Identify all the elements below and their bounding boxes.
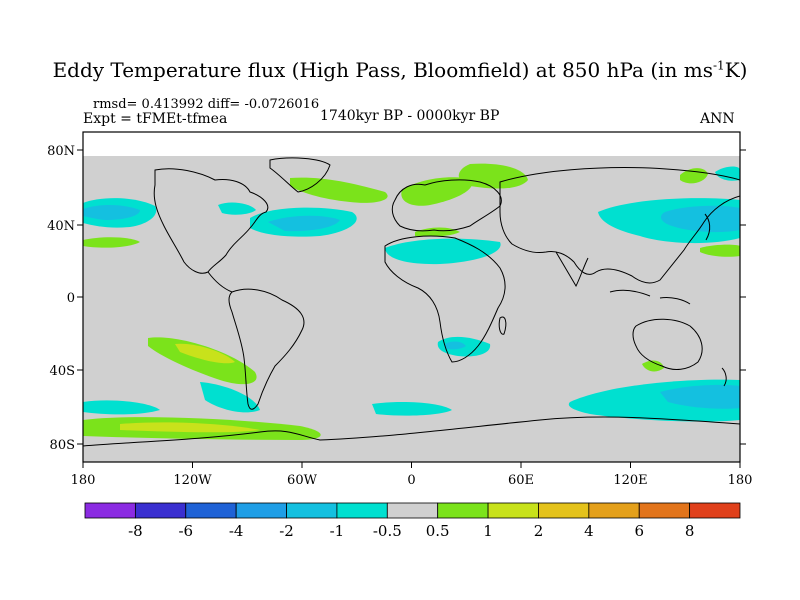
colorbar-label: 1 bbox=[483, 522, 493, 540]
colorbar-swatch bbox=[638, 502, 691, 519]
colorbar-label: 4 bbox=[584, 522, 594, 540]
contour-spac-green bbox=[148, 337, 257, 385]
colorbar-swatch bbox=[336, 502, 388, 519]
longitude-labels: 180 120W 60W 0 60E 120E 180 bbox=[71, 473, 753, 488]
lon-label: 0 bbox=[407, 473, 415, 488]
experiment-label: Expt = tFMEt-tfmea bbox=[83, 111, 228, 127]
colorbar-swatch bbox=[487, 502, 539, 519]
coast-north-america bbox=[153, 168, 269, 274]
contour-so-cyan-atl bbox=[372, 402, 452, 416]
colorbar-swatch bbox=[689, 502, 741, 519]
colorbar-labels: -8 -6 -4 -2 -1 -0.5 0.5 1 2 4 6 8 bbox=[128, 522, 694, 540]
contour-siberia-cyan bbox=[715, 166, 740, 181]
coast-new-zealand bbox=[721, 367, 727, 387]
colorbar-label: -0.5 bbox=[373, 522, 402, 540]
colorbar-swatch bbox=[386, 502, 439, 519]
coast-asia bbox=[499, 167, 740, 284]
contour-so-blue-ind bbox=[660, 384, 740, 409]
coast-indonesia bbox=[609, 289, 691, 305]
lon-label: 120W bbox=[173, 473, 212, 488]
colorbar bbox=[84, 502, 741, 519]
contour-npac-west-inner bbox=[83, 204, 140, 220]
lat-label: 80N bbox=[47, 144, 75, 159]
missing-data-strip bbox=[83, 132, 740, 156]
coast-madagascar bbox=[498, 316, 507, 335]
contour-aus-green bbox=[642, 360, 664, 372]
season-label: ANN bbox=[700, 111, 735, 127]
contour-med-green bbox=[415, 227, 460, 237]
contour-spac-yellow bbox=[175, 343, 235, 364]
period-label: 1740kyr BP - 0000kyr BP bbox=[320, 108, 500, 124]
coast-africa bbox=[384, 235, 506, 363]
coast-greenland bbox=[269, 157, 331, 193]
title-superscript: -1 bbox=[712, 58, 725, 73]
colorbar-label: 6 bbox=[634, 522, 644, 540]
lat-label: 80S bbox=[50, 438, 75, 453]
contour-safrica-inner bbox=[445, 341, 466, 350]
colorbar-label: -2 bbox=[279, 522, 294, 540]
colorbar-swatch bbox=[84, 502, 136, 519]
contour-so-cyan-west bbox=[83, 400, 160, 415]
colorbar-label: -1 bbox=[330, 522, 345, 540]
contour-npac-green bbox=[83, 237, 140, 248]
colorbar-swatch bbox=[437, 502, 489, 519]
contour-so-yellow bbox=[120, 422, 260, 433]
coast-central-america bbox=[207, 271, 233, 293]
colorbar-swatch bbox=[235, 502, 287, 519]
coast-antarctica bbox=[83, 416, 740, 447]
colorbar-label: 2 bbox=[534, 522, 544, 540]
lat-label: 40S bbox=[50, 364, 75, 379]
colorbar-label: -4 bbox=[229, 522, 244, 540]
colorbar-label: 0.5 bbox=[426, 522, 450, 540]
contour-natl-inner bbox=[268, 215, 340, 232]
coast-india bbox=[555, 251, 589, 288]
colorbar-swatch bbox=[588, 502, 640, 519]
coast-japan bbox=[704, 213, 711, 241]
contour-spac-cyan bbox=[200, 382, 260, 413]
coastlines bbox=[83, 157, 740, 447]
field-contours bbox=[83, 132, 740, 440]
plot-title: Eddy Temperature flux (High Pass, Bloomf… bbox=[0, 58, 800, 82]
coast-australia bbox=[632, 318, 703, 370]
colorbar-swatch bbox=[185, 502, 237, 519]
contour-hudson bbox=[218, 202, 256, 215]
colorbar-swatch bbox=[134, 502, 187, 519]
contour-arctic-green bbox=[458, 163, 528, 189]
title-end: K) bbox=[724, 58, 748, 82]
coast-europe bbox=[391, 179, 502, 232]
stats-line: rmsd= 0.413992 diff= -0.0726016 bbox=[93, 97, 320, 112]
lon-label: 120E bbox=[613, 473, 647, 488]
colorbar-label: -6 bbox=[178, 522, 193, 540]
title-text: Eddy Temperature flux (High Pass, Bloomf… bbox=[52, 58, 713, 82]
latitude-axis bbox=[77, 149, 746, 445]
colorbar-swatch bbox=[538, 502, 590, 519]
lat-label: 0 bbox=[67, 291, 75, 306]
colorbar-label: 8 bbox=[685, 522, 695, 540]
contour-nordic-green bbox=[290, 177, 388, 203]
lon-label: 180 bbox=[728, 473, 753, 488]
colorbar-label: -8 bbox=[128, 522, 143, 540]
coast-south-america bbox=[228, 288, 305, 410]
lon-label: 60E bbox=[508, 473, 534, 488]
longitude-axis bbox=[82, 462, 741, 468]
lon-label: 60W bbox=[287, 473, 318, 488]
contour-nwpac-green bbox=[700, 244, 740, 257]
colorbar-swatch bbox=[286, 502, 338, 519]
lon-label: 180 bbox=[71, 473, 96, 488]
lat-label: 40N bbox=[47, 219, 75, 234]
latitude-labels: 80N 40N 0 40S 80S bbox=[47, 144, 75, 453]
contour-nwpac-inner bbox=[660, 205, 740, 233]
